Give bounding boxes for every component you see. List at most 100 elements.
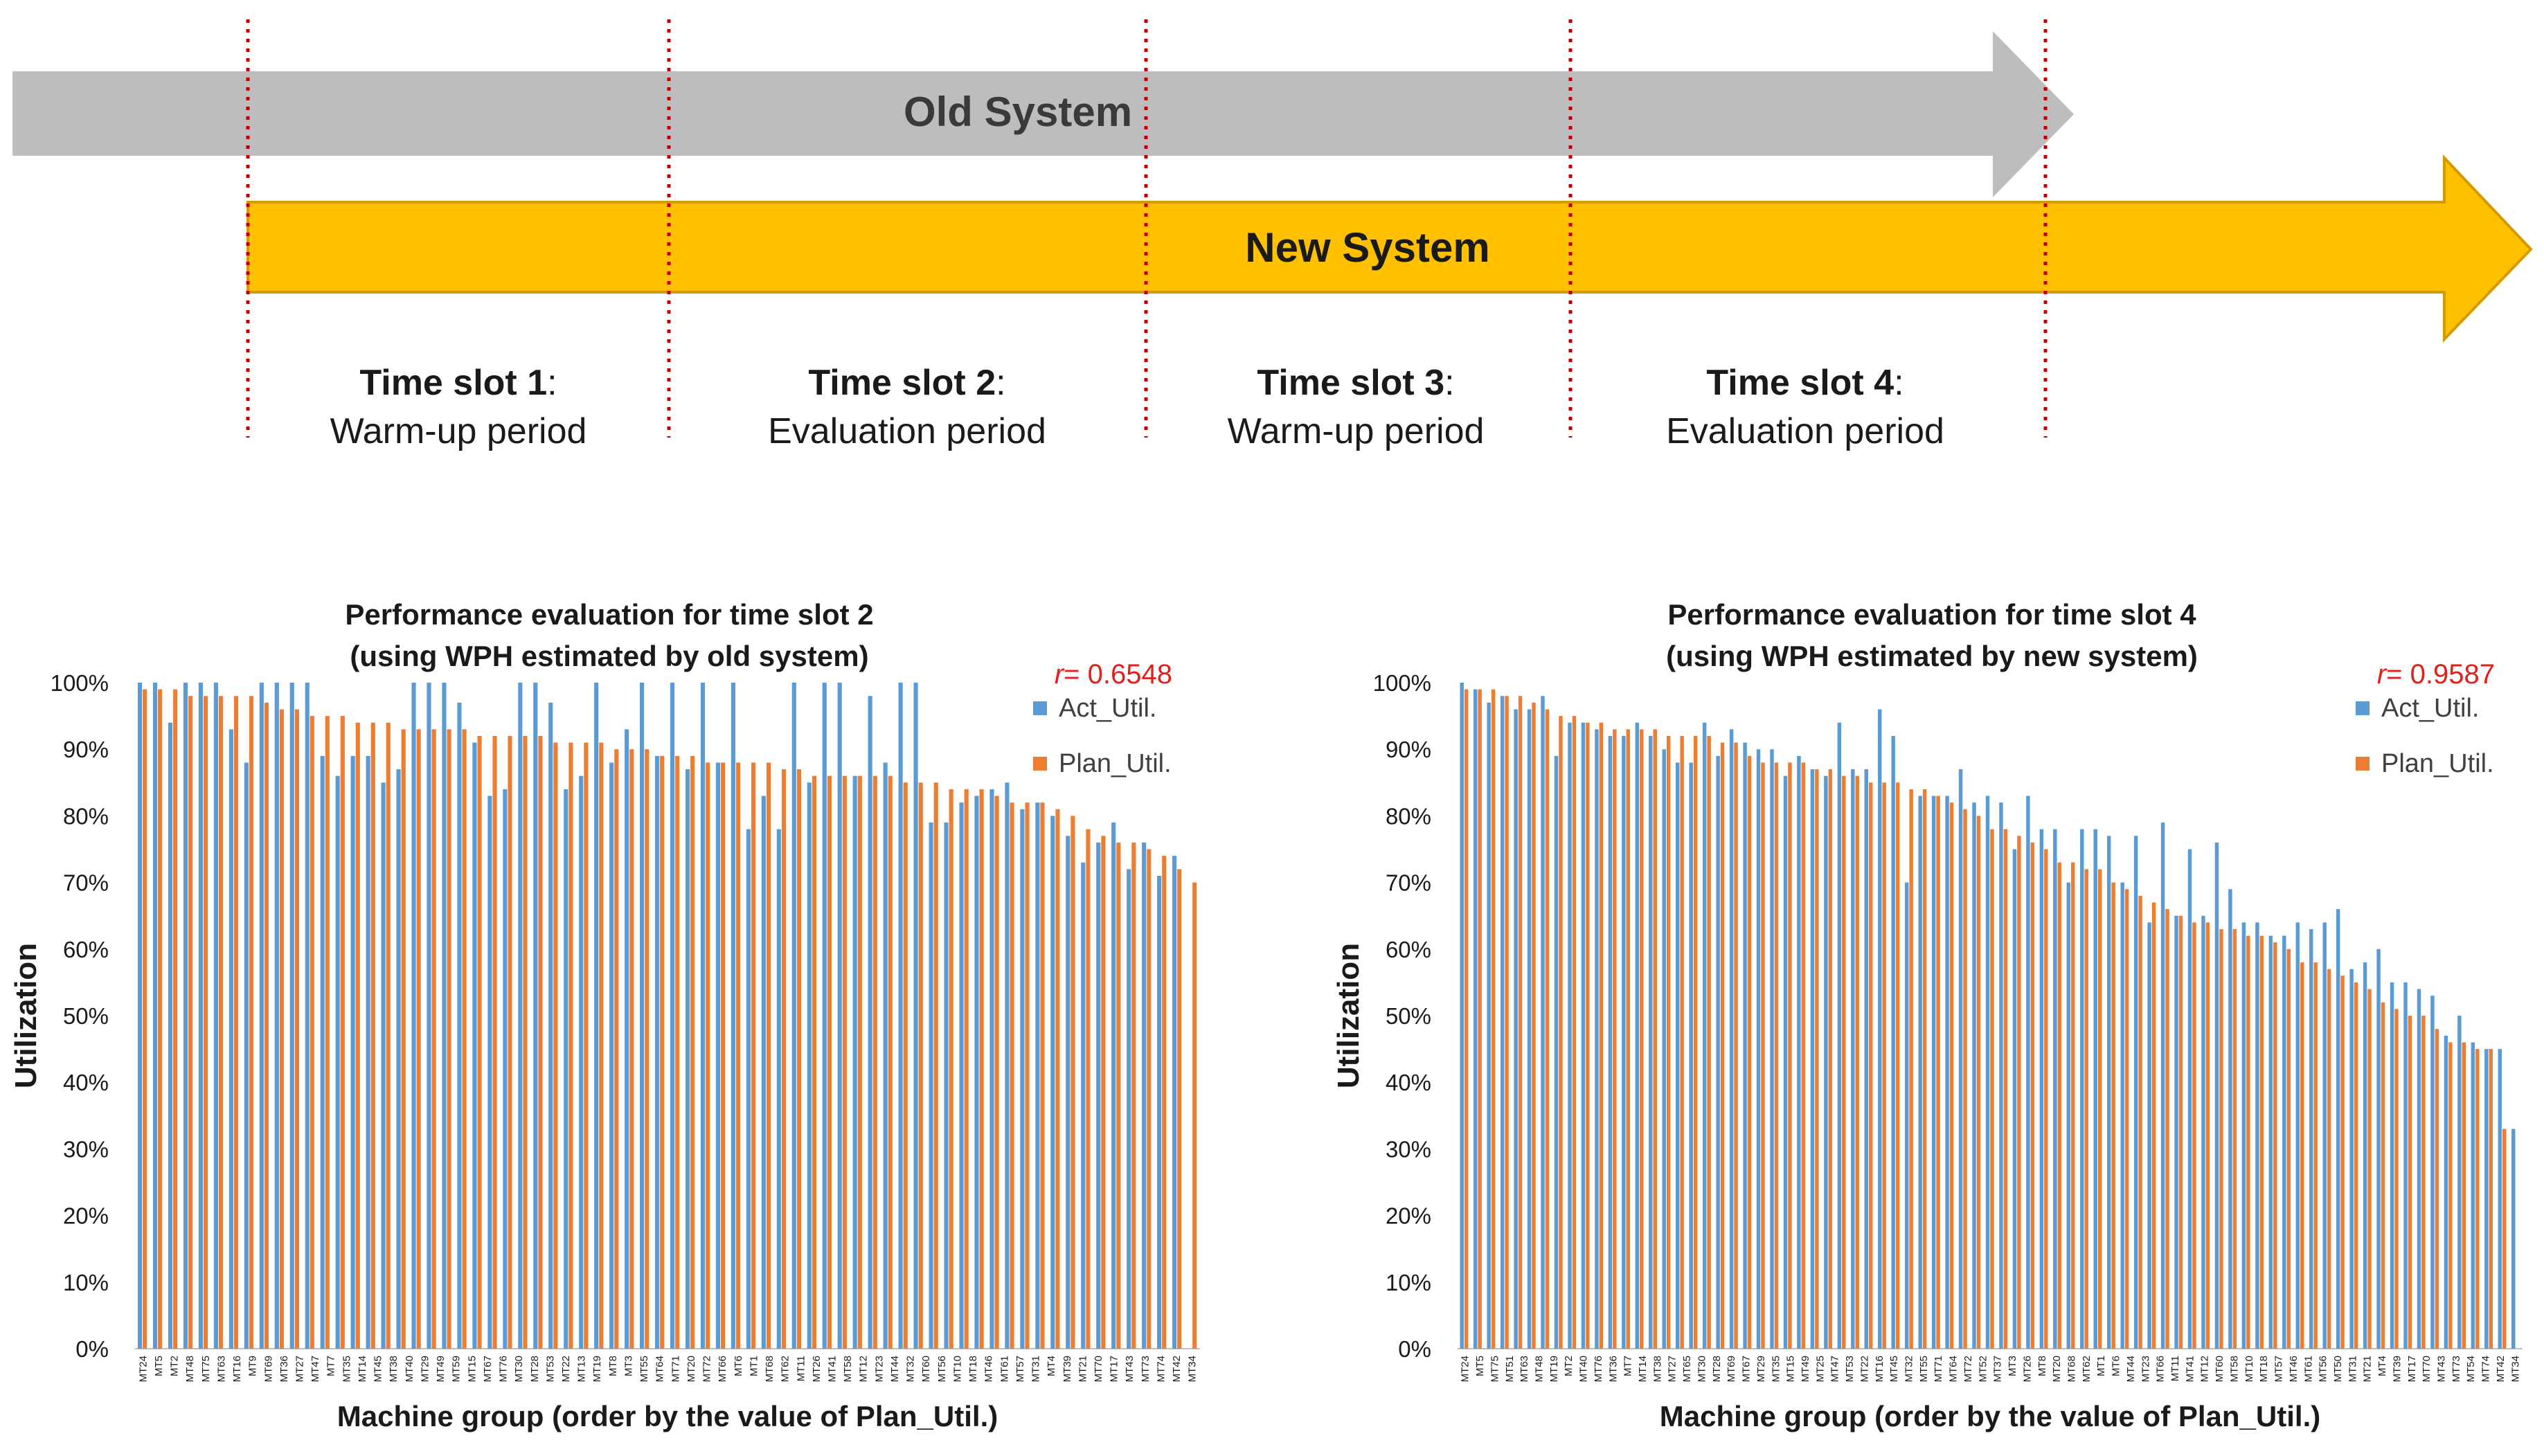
x-tick-label: MT71 bbox=[1933, 1356, 1944, 1382]
act-util-bar bbox=[381, 782, 386, 1349]
plan-util-bar bbox=[279, 709, 285, 1349]
act-util-bar bbox=[2390, 982, 2394, 1349]
act-util-bar bbox=[2444, 1035, 2448, 1349]
y-tick-label: 10% bbox=[1386, 1270, 1431, 1295]
x-tick-label: MT48 bbox=[184, 1356, 196, 1382]
plan-util-bar bbox=[1774, 762, 1779, 1349]
x-tick-label: MT67 bbox=[1741, 1356, 1753, 1382]
plan-util-bar bbox=[492, 735, 497, 1349]
act-util-bar bbox=[731, 683, 735, 1349]
x-tick-label: MT23 bbox=[873, 1356, 885, 1382]
x-tick-label: MT5 bbox=[1474, 1356, 1486, 1376]
time-slot-4: Time slot 4: Evaluation period bbox=[1666, 363, 1944, 451]
x-tick-label: MT29 bbox=[1755, 1356, 1767, 1382]
x-tick-label: MT55 bbox=[638, 1356, 650, 1382]
act-util-bar bbox=[929, 823, 933, 1349]
x-tick-label: MT61 bbox=[998, 1356, 1010, 1382]
chart-subtitle: (using WPH estimated by new system) bbox=[1666, 640, 2198, 672]
correlation-r: r bbox=[2377, 659, 2388, 690]
plan-util-bar bbox=[2044, 849, 2048, 1349]
correlation-value: = 0.9587 bbox=[2386, 659, 2495, 690]
plan-util-bar bbox=[1693, 735, 1698, 1349]
correlation-label: r= 0.6548 bbox=[1055, 659, 1172, 690]
x-tick-label: MT76 bbox=[498, 1356, 510, 1382]
act-util-bar bbox=[1035, 802, 1040, 1349]
x-tick-label: MT69 bbox=[262, 1356, 274, 1382]
time-slot-4-title: Time slot 4 bbox=[1706, 363, 1894, 403]
act-util-bar bbox=[1514, 709, 1518, 1349]
x-tick-label: MT72 bbox=[701, 1356, 713, 1382]
act-util-bar bbox=[852, 775, 857, 1349]
plan-util-bar bbox=[766, 762, 771, 1349]
x-tick-label: MT4 bbox=[2376, 1356, 2388, 1376]
plan-util-bar bbox=[2192, 922, 2196, 1349]
act-util-bar bbox=[1081, 862, 1086, 1349]
plan-util-bar bbox=[1640, 729, 1644, 1349]
act-util-bar bbox=[2228, 889, 2232, 1349]
plan-util-bar bbox=[949, 789, 953, 1349]
x-tick-label: MT66 bbox=[717, 1356, 728, 1382]
plan-util-bar bbox=[1131, 842, 1136, 1349]
x-tick-label: MT34 bbox=[2509, 1356, 2521, 1382]
act-util-bar bbox=[1487, 702, 1491, 1349]
x-tick-label: MT4 bbox=[1046, 1356, 1057, 1376]
act-util-bar bbox=[837, 683, 842, 1349]
plan-util-bar bbox=[1464, 689, 1469, 1349]
plan-util-bar bbox=[1976, 816, 1981, 1349]
act-util-bar bbox=[1729, 729, 1734, 1349]
act-util-bar bbox=[2174, 915, 2178, 1349]
act-util-bar bbox=[625, 729, 629, 1349]
plan-util-bar bbox=[2394, 1009, 2399, 1349]
x-tick-label: MT30 bbox=[513, 1356, 525, 1382]
x-tick-label: MT19 bbox=[591, 1356, 603, 1382]
x-tick-label: MT21 bbox=[1077, 1356, 1089, 1382]
act-util-bar bbox=[1005, 782, 1010, 1349]
x-tick-label: MT44 bbox=[889, 1356, 901, 1382]
y-tick-label: 70% bbox=[1386, 870, 1431, 896]
x-tick-label: MT64 bbox=[654, 1356, 666, 1382]
plan-util-bar bbox=[1010, 802, 1014, 1349]
x-tick-label: MT5 bbox=[153, 1356, 165, 1376]
plan-util-bar bbox=[2017, 836, 2021, 1349]
x-tick-label: MT42 bbox=[1171, 1356, 1183, 1382]
x-tick-label: MT14 bbox=[1637, 1356, 1649, 1382]
x-tick-label: MT8 bbox=[2036, 1356, 2048, 1376]
plan-util-bar bbox=[462, 729, 467, 1349]
act-util-bar bbox=[2120, 882, 2124, 1349]
x-tick-label: MT56 bbox=[936, 1356, 948, 1382]
plan-util-bar bbox=[218, 696, 224, 1349]
act-util-bar bbox=[761, 796, 766, 1349]
act-util-bar bbox=[1142, 842, 1147, 1349]
act-util-bar bbox=[1810, 769, 1815, 1349]
act-util-bar bbox=[822, 683, 827, 1349]
legend-label: Act_Util. bbox=[2381, 694, 2479, 723]
x-tick-label: MT49 bbox=[1800, 1356, 1811, 1382]
act-util-bar bbox=[715, 762, 721, 1349]
x-tick-label: MT75 bbox=[200, 1356, 212, 1382]
plan-util-bar bbox=[294, 709, 299, 1349]
act-util-bar bbox=[2053, 829, 2057, 1349]
plan-util-bar bbox=[2300, 962, 2304, 1349]
y-tick-label: 60% bbox=[63, 937, 109, 962]
act-util-bar bbox=[989, 789, 994, 1349]
x-tick-label: MT10 bbox=[2243, 1356, 2255, 1382]
x-tick-label: MT15 bbox=[1785, 1356, 1797, 1382]
act-util-bar bbox=[548, 702, 553, 1349]
act-util-bar bbox=[2106, 836, 2111, 1349]
x-tick-label: MT26 bbox=[2021, 1356, 2033, 1382]
x-tick-label: MT68 bbox=[764, 1356, 776, 1382]
act-util-bar bbox=[2080, 829, 2084, 1349]
plan-util-bar bbox=[340, 716, 345, 1349]
x-tick-label: MT36 bbox=[278, 1356, 290, 1382]
x-tick-label: MT3 bbox=[622, 1356, 634, 1376]
x-tick-label: MT73 bbox=[1140, 1356, 1152, 1382]
plan-util-bar bbox=[2219, 928, 2223, 1349]
plan-util-bar bbox=[1747, 755, 1752, 1349]
plan-util-bar bbox=[629, 749, 634, 1349]
plan-util-bar bbox=[2448, 1042, 2453, 1349]
act-util-bar bbox=[2498, 1049, 2502, 1349]
x-tick-label: MT16 bbox=[231, 1356, 243, 1382]
correlation-label: r= 0.9587 bbox=[2377, 659, 2495, 690]
x-tick-label: MT70 bbox=[1093, 1356, 1104, 1382]
plan-util-bar bbox=[370, 722, 375, 1349]
